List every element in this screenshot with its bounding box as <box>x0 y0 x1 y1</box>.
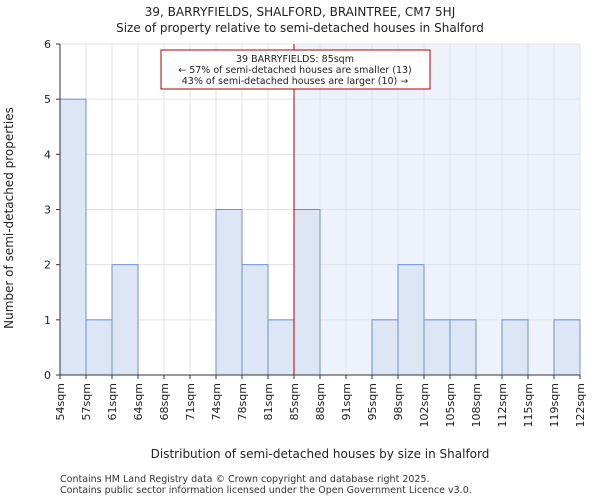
y-tick-label-1: 1 <box>44 314 51 327</box>
x-tick-label-115sqm: 115sqm <box>522 383 535 427</box>
annotation-line-2: ← 57% of semi-detached houses are smalle… <box>178 65 412 76</box>
x-tick-label-81sqm: 81sqm <box>262 383 275 420</box>
y-tick-label-3: 3 <box>44 204 51 217</box>
x-tick-label-122sqm: 122sqm <box>574 383 587 427</box>
histogram-bar-119sqm <box>553 319 581 376</box>
y-tick-label-4: 4 <box>44 148 51 161</box>
x-tick-label-74sqm: 74sqm <box>210 383 223 420</box>
x-tick-label-88sqm: 88sqm <box>314 383 327 420</box>
histogram-bar-54sqm <box>59 98 87 376</box>
x-tick-label-95sqm: 95sqm <box>366 383 379 420</box>
footer-line-2: Contains public sector information licen… <box>60 485 472 496</box>
x-tick-label-105sqm: 105sqm <box>444 383 457 427</box>
x-tick-label-112sqm: 112sqm <box>496 383 509 427</box>
x-tick-label-68sqm: 68sqm <box>158 383 171 420</box>
x-tick-label-119sqm: 119sqm <box>548 383 561 427</box>
annotation-line-1: 39 BARRYFIELDS: 85sqm <box>236 54 354 65</box>
x-tick-label-71sqm: 71sqm <box>184 383 197 420</box>
y-axis-label: Number of semi-detached properties <box>2 107 16 329</box>
footer-line-1: Contains HM Land Registry data © Crown c… <box>60 474 430 485</box>
histogram-bar-105sqm <box>449 319 477 376</box>
histogram-bar-61sqm <box>111 264 139 376</box>
histogram-bar-85sqm <box>293 209 321 376</box>
x-axis-label: Distribution of semi-detached houses by … <box>151 447 490 461</box>
chart-subtitle: Size of property relative to semi-detach… <box>116 21 484 35</box>
x-tick-label-102sqm: 102sqm <box>418 383 431 427</box>
histogram-bar-98sqm <box>397 264 425 376</box>
x-tick-label-85sqm: 85sqm <box>288 383 301 420</box>
x-tick-label-91sqm: 91sqm <box>340 383 353 420</box>
annotation-line-3: 43% of semi-detached houses are larger (… <box>182 76 409 87</box>
x-tick-label-61sqm: 61sqm <box>106 383 119 420</box>
chart-title: 39, BARRYFIELDS, SHALFORD, BRAINTREE, CM… <box>144 5 456 19</box>
x-tick-label-57sqm: 57sqm <box>80 383 93 420</box>
histogram-bar-57sqm <box>85 319 113 376</box>
y-tick-label-6: 6 <box>44 38 51 51</box>
histogram-bar-78sqm <box>241 264 269 376</box>
histogram-bar-74sqm <box>215 209 243 376</box>
histogram-bar-102sqm <box>423 319 451 376</box>
histogram-bar-112sqm <box>501 319 529 376</box>
x-tick-label-78sqm: 78sqm <box>236 383 249 420</box>
annotation-box <box>160 49 431 90</box>
y-tick-label-0: 0 <box>44 369 51 382</box>
x-tick-label-54sqm: 54sqm <box>54 383 67 420</box>
x-tick-label-108sqm: 108sqm <box>470 383 483 427</box>
y-tick-label-2: 2 <box>44 259 51 272</box>
x-tick-label-64sqm: 64sqm <box>132 383 145 420</box>
x-tick-label-98sqm: 98sqm <box>392 383 405 420</box>
histogram-bar-95sqm <box>371 319 399 376</box>
histogram-bar-81sqm <box>267 319 295 376</box>
y-tick-label-5: 5 <box>44 93 51 106</box>
